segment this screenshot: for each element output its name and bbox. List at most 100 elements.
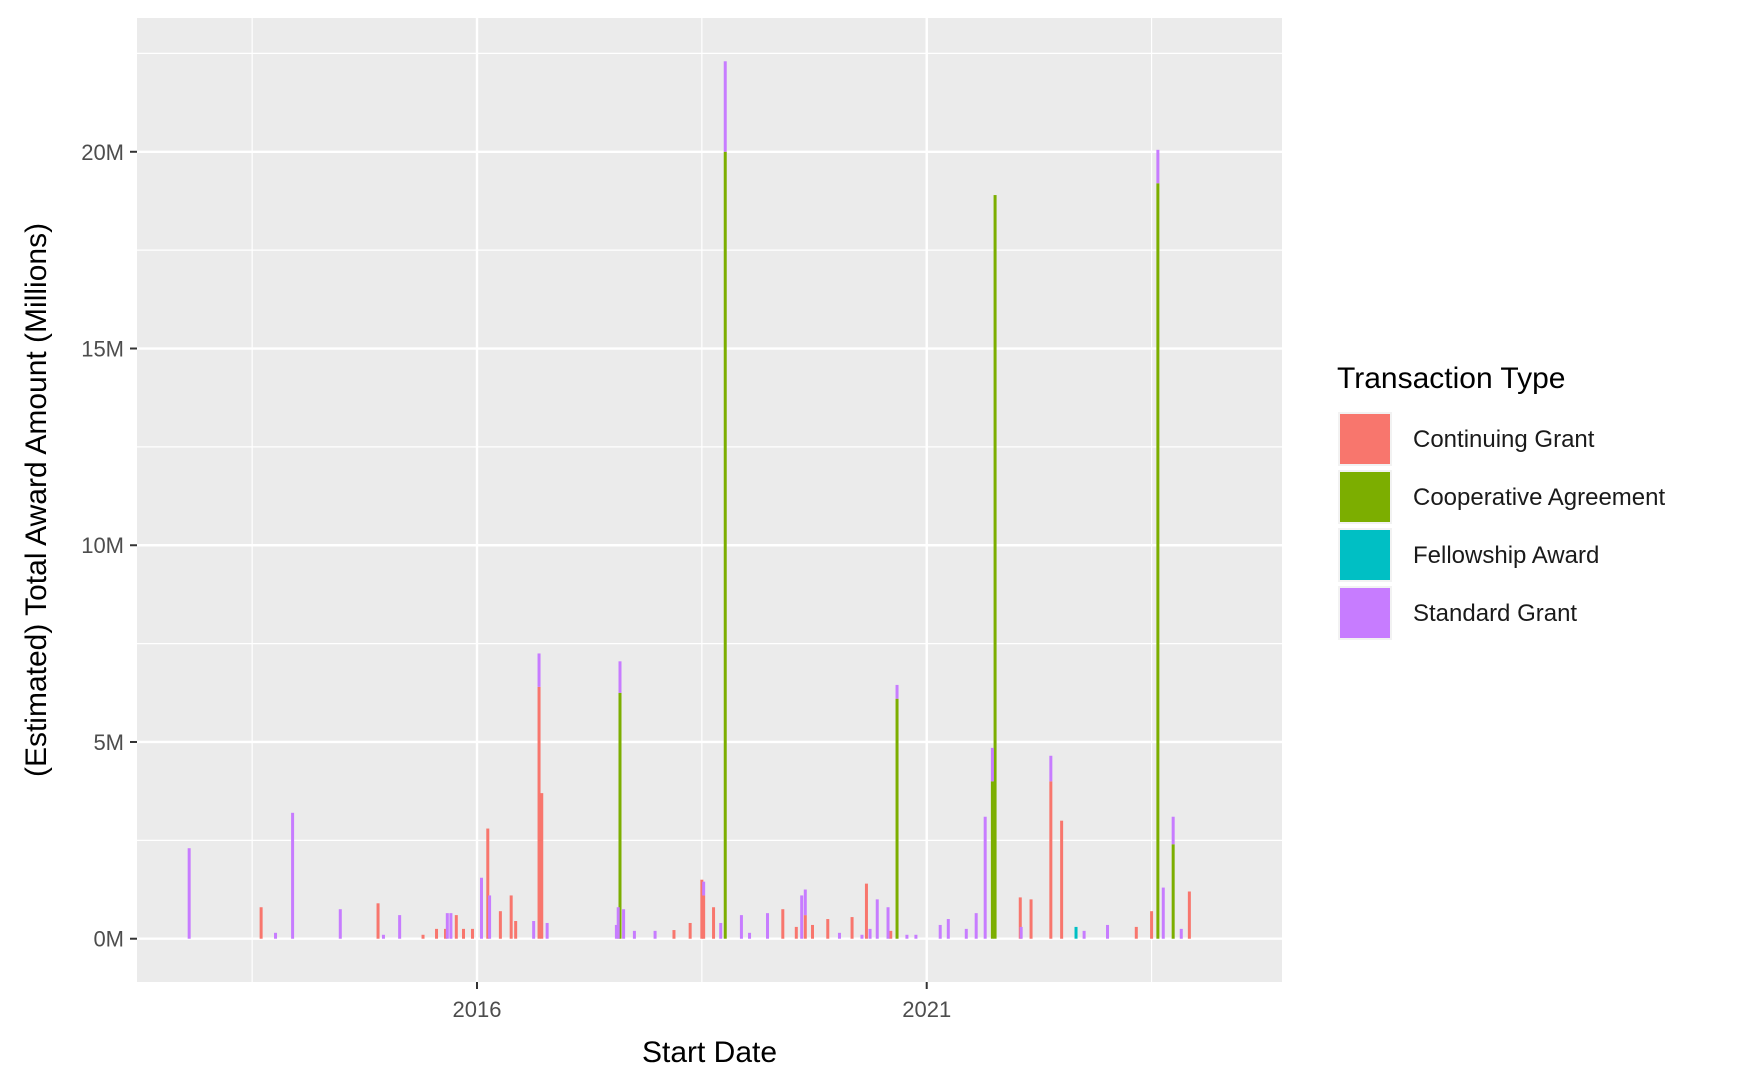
bar-standard-grant (291, 812, 295, 939)
bar-standard-grant (537, 653, 541, 687)
bar-cooperative-agreement (723, 151, 727, 939)
legend-key (1340, 588, 1390, 638)
legend-label: Continuing Grant (1413, 426, 1595, 453)
bar-standard-grant (618, 661, 622, 693)
bar-cooperative-agreement (990, 781, 994, 939)
legend-title: Transaction Type (1337, 362, 1565, 395)
y-tick-label: 20M (81, 140, 124, 165)
bar-standard-grant (1171, 816, 1175, 845)
bar-continuing-grant (1060, 820, 1064, 939)
bar-standard-grant (739, 915, 743, 939)
bar-continuing-grant (1134, 926, 1138, 939)
bar-standard-grant (990, 747, 994, 782)
bar-standard-grant (803, 889, 807, 916)
bar-standard-grant (338, 909, 342, 939)
bar-standard-grant (488, 895, 492, 939)
bar-continuing-grant (700, 879, 704, 939)
bar-standard-grant (622, 909, 626, 939)
bar-standard-grant (800, 895, 804, 939)
bar-continuing-grant (509, 895, 513, 939)
bar-continuing-grant (486, 828, 490, 939)
bar-standard-grant (938, 924, 942, 939)
bar-standard-grant (905, 934, 909, 939)
bar-continuing-grant (376, 903, 380, 939)
y-tick-label: 0M (93, 927, 124, 952)
bar-continuing-grant (454, 915, 458, 939)
bar-continuing-grant (803, 915, 807, 939)
legend: Transaction Type Continuing Grant Coopera… (1337, 362, 1665, 640)
bar-standard-grant (445, 913, 449, 939)
axes: 0M 5M 10M 15M 20M 2016 2021 (81, 140, 951, 1022)
bar-standard-grant (837, 932, 841, 939)
bar-continuing-grant (1029, 899, 1033, 939)
bar-continuing-grant (794, 926, 798, 939)
bar-standard-grant (748, 932, 752, 939)
bar-continuing-grant (864, 883, 868, 939)
bar-standard-grant (653, 930, 657, 939)
bar-continuing-grant (850, 917, 854, 939)
bar-standard-grant (1161, 887, 1165, 939)
legend-items: Continuing Grant Cooperative Agreement Fel… (1338, 412, 1665, 640)
bar-standard-grant (616, 907, 620, 939)
x-tick-label: 2021 (902, 997, 951, 1022)
bar-continuing-grant (498, 911, 502, 939)
legend-label: Fellowship Award (1413, 542, 1599, 569)
y-axis-title: (Estimated) Total Award Amount (Millions… (20, 223, 53, 777)
bar-standard-grant (479, 877, 483, 939)
bar-continuing-grant (1187, 891, 1191, 939)
bar-standard-grant (860, 934, 864, 939)
legend-label: Cooperative Agreement (1413, 484, 1665, 511)
bar-standard-grant (886, 907, 890, 939)
bar-continuing-grant (810, 924, 814, 939)
bar-continuing-grant (1018, 897, 1022, 939)
bar-continuing-grant (514, 921, 518, 939)
bar-standard-grant (1106, 924, 1110, 939)
bar-continuing-grant (781, 909, 785, 939)
bar-continuing-grant (259, 907, 263, 939)
bar-standard-grant (895, 684, 899, 699)
bar-continuing-grant (672, 930, 676, 939)
bar-standard-grant (875, 899, 879, 939)
bars (187, 61, 1191, 939)
bar-standard-grant (398, 915, 402, 939)
bar-standard-grant (1156, 149, 1160, 184)
x-axis-title: Start Date (642, 1036, 777, 1069)
bar-standard-grant (719, 922, 723, 939)
bar-standard-grant (766, 913, 770, 939)
bar-continuing-grant (444, 928, 448, 939)
legend-key (1340, 472, 1390, 522)
bar-cooperative-agreement (618, 692, 622, 939)
bar-continuing-grant (702, 895, 706, 939)
bar-continuing-grant (435, 928, 439, 939)
bar-standard-grant (964, 928, 968, 939)
x-tick-label: 2016 (453, 997, 502, 1022)
bar-cooperative-agreement (1156, 183, 1160, 939)
bar-standard-grant (723, 61, 727, 152)
bar-standard-grant (946, 919, 950, 939)
bar-continuing-grant (826, 919, 830, 939)
y-tick-label: 15M (81, 337, 124, 362)
bar-continuing-grant (889, 930, 893, 939)
bar-standard-grant (449, 913, 453, 939)
plot-panel (137, 18, 1282, 982)
bar-continuing-grant (540, 793, 544, 939)
bar-continuing-grant (470, 928, 474, 939)
bar-continuing-grant (1150, 911, 1154, 939)
bar-standard-grant (1179, 928, 1183, 939)
bar-standard-grant (632, 930, 636, 939)
grid-lines (137, 18, 1282, 982)
bar-standard-grant (1082, 930, 1086, 939)
bar-cooperative-agreement (993, 195, 997, 939)
bar-continuing-grant (537, 686, 541, 939)
legend-key (1340, 530, 1390, 580)
bar-standard-grant (983, 816, 987, 939)
bar-standard-grant (532, 921, 536, 939)
bar-continuing-grant (421, 934, 425, 939)
bar-standard-grant (187, 848, 191, 939)
bar-continuing-grant (688, 922, 692, 939)
bar-continuing-grant (1049, 781, 1053, 939)
bar-standard-grant (914, 934, 918, 939)
bar-continuing-grant (462, 928, 465, 939)
bar-standard-grant (702, 881, 706, 896)
